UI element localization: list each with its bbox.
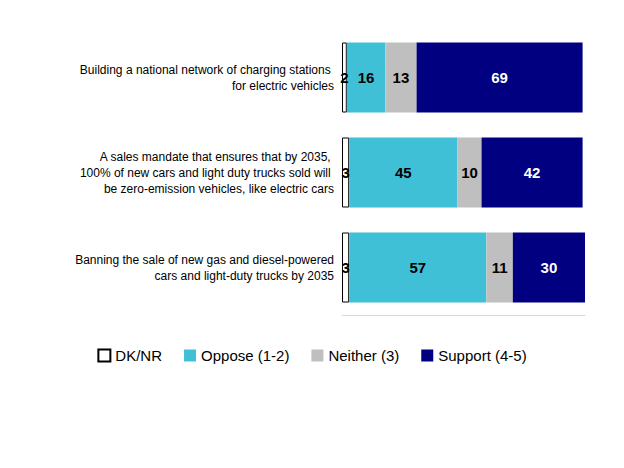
svg-text:Support (4-5): Support (4-5)	[438, 347, 526, 364]
svg-text:16: 16	[358, 69, 375, 86]
svg-text:cars and light-duty trucks by: cars and light-duty trucks by 2035	[151, 269, 334, 283]
svg-text:be zero-emission vehicles, lik: be zero-emission vehicles, like electric…	[104, 182, 334, 196]
svg-text:100% of new cars and light dut: 100% of new cars and light duty trucks s…	[80, 166, 334, 180]
svg-text:69: 69	[491, 69, 508, 86]
svg-text:for electric vehicles: for electric vehicles	[232, 79, 334, 93]
svg-text:30: 30	[541, 259, 558, 276]
svg-text:42: 42	[524, 164, 541, 181]
svg-text:Neither (3): Neither (3)	[328, 347, 399, 364]
svg-text:2: 2	[340, 69, 348, 86]
svg-text:13: 13	[393, 69, 410, 86]
svg-text:11: 11	[492, 259, 508, 276]
svg-text:45: 45	[395, 164, 412, 181]
svg-text:A sales mandate that ensures t: A sales mandate that ensures that by 203…	[100, 150, 334, 164]
svg-text:Oppose (1-2): Oppose (1-2)	[201, 347, 289, 364]
svg-text:3: 3	[341, 259, 349, 276]
svg-text:DK/NR: DK/NR	[115, 347, 162, 364]
svg-text:10: 10	[461, 164, 478, 181]
svg-text:3: 3	[341, 164, 349, 181]
svg-text:Building a national network of: Building a national network of charging …	[80, 63, 334, 77]
svg-text:Banning the sale of new gas an: Banning the sale of new gas and diesel-p…	[75, 253, 334, 267]
svg-text:57: 57	[409, 259, 426, 276]
